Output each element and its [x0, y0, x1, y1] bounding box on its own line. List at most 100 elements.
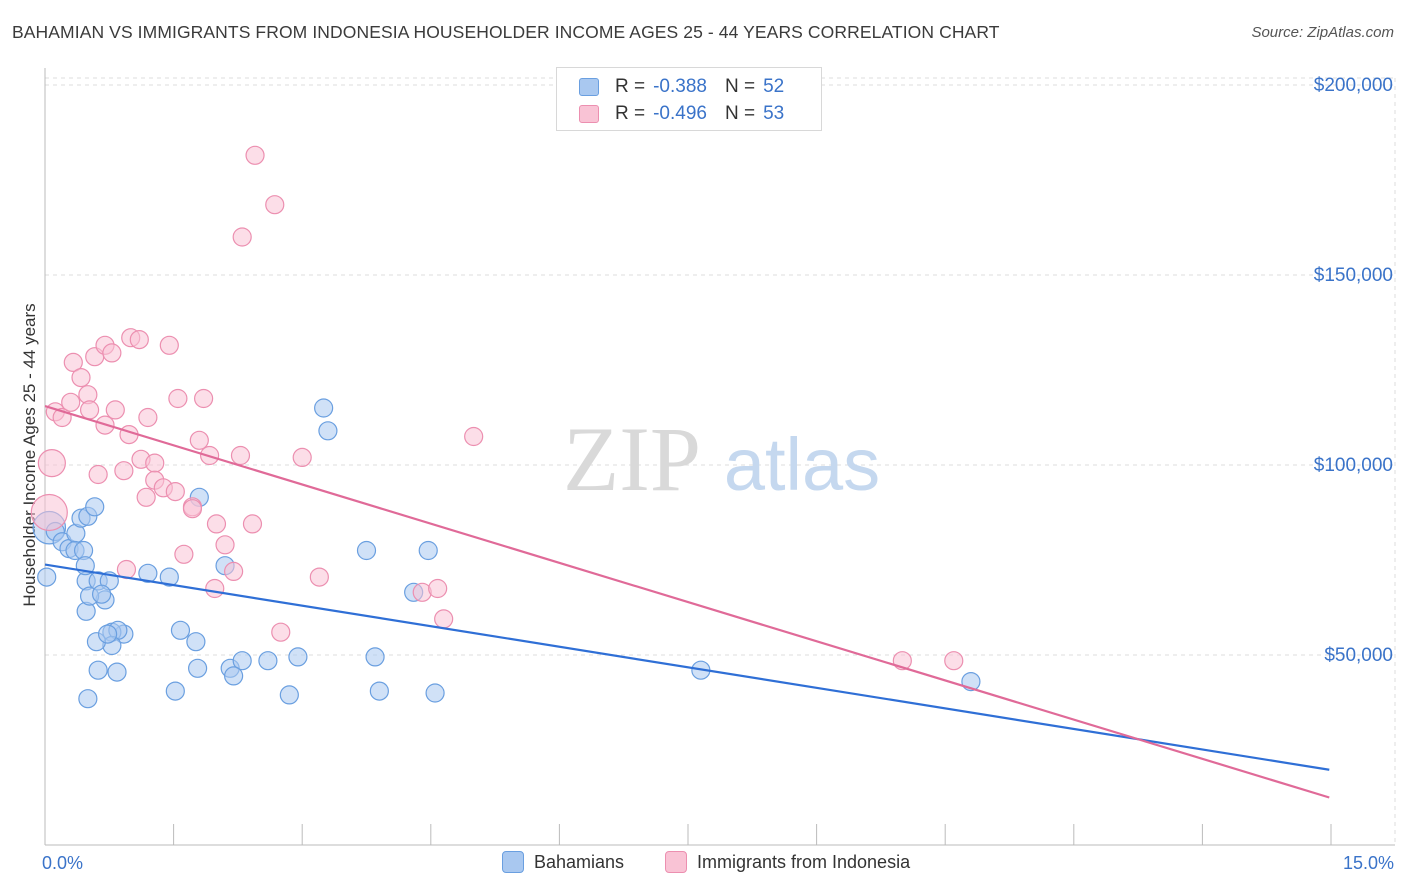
y-tick-label: $200,000: [1314, 75, 1393, 96]
indonesia-point: [309, 567, 329, 587]
indonesia-point: [206, 514, 227, 534]
indonesia-point: [215, 535, 235, 555]
correlation-legend: R = -0.388 N = 52 R = -0.496 N = 53: [556, 67, 822, 131]
bahamians-point: [107, 662, 127, 682]
trend-line-indonesia: [44, 405, 1330, 799]
bahamians-point: [425, 683, 445, 703]
bahamians-point: [279, 685, 299, 705]
trend-line-bahamians: [44, 563, 1330, 771]
legend-row-bahamians: R = -0.388 N = 52: [579, 74, 784, 100]
axes: [44, 68, 1395, 846]
indonesia-point: [30, 493, 68, 532]
indonesia-point: [271, 622, 291, 642]
legend-swatch-indonesia: [665, 851, 687, 873]
series-legend: Bahamians Immigrants from Indonesia: [0, 851, 1406, 877]
bahamians-point: [288, 647, 308, 667]
bahamians-point: [85, 497, 105, 517]
indonesia-point: [944, 651, 964, 671]
bahamians-point: [232, 651, 252, 671]
indonesia-point: [434, 609, 454, 629]
indonesia-point: [428, 578, 448, 599]
y-tick-label: $150,000: [1314, 265, 1393, 286]
bahamians-point: [138, 563, 158, 583]
bahamians-point: [356, 540, 377, 561]
watermark-zip: ZIP: [563, 408, 701, 510]
bahamians-point: [318, 421, 338, 441]
indonesia-point: [174, 544, 194, 564]
trend-lines: [44, 405, 1330, 799]
watermark: ZIP atlas: [563, 408, 880, 510]
indonesia-point: [165, 482, 185, 502]
bahamians-point: [97, 624, 118, 644]
n-label: N =: [724, 103, 756, 124]
legend-label-bahamians: Bahamians: [534, 851, 625, 872]
bahamians-point: [314, 398, 334, 418]
indonesia-point: [105, 400, 125, 420]
bahamians-point: [224, 666, 244, 686]
r-label: R =: [615, 103, 646, 124]
watermark-atlas: atlas: [724, 423, 880, 506]
legend-swatch-indonesia: [579, 105, 599, 123]
x-tick-label: 15.0%: [1343, 853, 1394, 873]
indonesia-point: [242, 514, 263, 534]
bahamians-point: [78, 689, 98, 709]
legend-swatch-bahamians: [502, 851, 524, 873]
r-value: -0.496: [653, 103, 707, 124]
indonesia-point: [464, 426, 484, 447]
y-tick-label: $50,000: [1324, 645, 1393, 666]
indonesia-point: [292, 447, 312, 467]
indonesia-point: [245, 145, 265, 165]
y-tick-label: $100,000: [1314, 455, 1393, 476]
indonesia-point: [63, 352, 83, 372]
bahamians-point: [418, 540, 438, 561]
indonesia-point: [129, 330, 149, 350]
indonesia-point: [71, 368, 91, 388]
chart-title: BAHAMIAN VS IMMIGRANTS FROM INDONESIA HO…: [12, 22, 1000, 42]
bahamians-point: [165, 681, 185, 701]
bahamians-point: [258, 651, 278, 671]
n-label: N =: [724, 76, 756, 97]
indonesia-point: [205, 578, 225, 599]
indonesia-point: [102, 343, 122, 363]
indonesia-point: [230, 445, 251, 466]
indonesia-point: [189, 430, 209, 450]
bahamians-point: [365, 647, 385, 667]
bahamians-point: [159, 567, 179, 587]
indonesia-point: [194, 388, 214, 409]
indonesia-point: [168, 388, 188, 409]
indonesia-point: [61, 392, 81, 412]
bahamians-point: [369, 681, 389, 701]
legend-item-indonesia[interactable]: Immigrants from Indonesia: [665, 851, 910, 873]
indonesia-point: [159, 335, 179, 355]
indonesia-point: [114, 461, 134, 481]
bahamians-point: [88, 660, 108, 680]
indonesia-point: [232, 227, 252, 247]
series-indonesia: [30, 145, 964, 671]
indonesia-point: [79, 400, 100, 420]
legend-row-indonesia: R = -0.496 N = 53: [579, 101, 784, 127]
bahamians-point: [186, 632, 206, 652]
n-value: 53: [763, 103, 785, 124]
indonesia-point: [182, 499, 203, 519]
indonesia-point: [37, 449, 66, 478]
n-value: 52: [763, 76, 785, 97]
bahamians-point: [37, 567, 57, 587]
indonesia-point: [136, 487, 156, 507]
r-label: R =: [615, 76, 646, 97]
indonesia-point: [224, 561, 244, 582]
x-tick-label: 0.0%: [42, 853, 83, 873]
indonesia-point: [88, 464, 108, 485]
indonesia-point: [265, 195, 285, 215]
indonesia-point: [138, 407, 158, 428]
legend-swatch-bahamians: [579, 78, 599, 96]
r-value: -0.388: [653, 76, 707, 97]
bahamians-point: [170, 620, 191, 640]
tick-labels: $50,000 $100,000 $150,000 $200,000 0.0% 15.0%: [42, 75, 1394, 873]
series-bahamians: [32, 398, 981, 709]
bahamians-point: [91, 584, 112, 604]
indonesia-point: [145, 453, 165, 473]
source-label: Source: ZipAtlas.com: [1251, 24, 1394, 41]
legend-item-bahamians[interactable]: Bahamians: [502, 851, 624, 873]
legend-label-indonesia: Immigrants from Indonesia: [697, 851, 911, 872]
